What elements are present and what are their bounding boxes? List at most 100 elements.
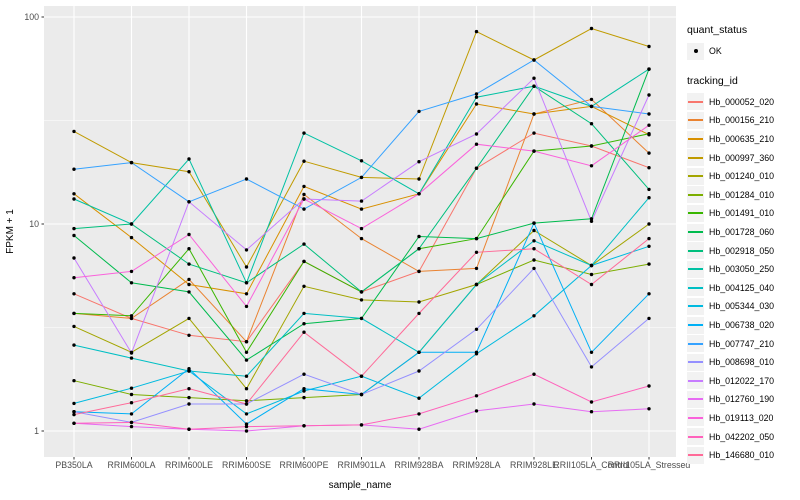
- data-point: [589, 217, 594, 221]
- data-point: [72, 226, 76, 231]
- data-point: [589, 263, 594, 268]
- data-point: [417, 311, 421, 316]
- legend-key-line-icon: [687, 316, 704, 334]
- x-tick-label: RRIM901LA: [338, 460, 386, 470]
- data-point: [647, 187, 651, 192]
- data-point: [474, 102, 479, 106]
- data-point: [589, 104, 594, 109]
- data-point: [359, 374, 364, 378]
- data-point: [244, 304, 249, 309]
- legend-item-Hb_007747_210: Hb_007747_210: [687, 334, 799, 353]
- legend-item-Hb_001284_010: Hb_001284_010: [687, 186, 799, 205]
- data-point: [589, 97, 594, 102]
- data-point: [589, 410, 594, 414]
- data-point: [359, 199, 364, 203]
- data-point: [532, 266, 536, 271]
- legend-item-Hb_000156_210: Hb_000156_210: [687, 111, 799, 130]
- legend-item-Hb_006738_020: Hb_006738_020: [687, 316, 799, 335]
- data-point: [474, 236, 479, 241]
- data-point: [302, 395, 306, 400]
- legend-item-Hb_000635_210: Hb_000635_210: [687, 130, 799, 149]
- series-color-line: [688, 342, 703, 345]
- data-point: [532, 372, 536, 376]
- data-point: [302, 322, 306, 326]
- series-color-line: [688, 268, 703, 271]
- legend-item-label: Hb_001491_010: [709, 208, 775, 219]
- legend-key-line-icon: [687, 372, 704, 390]
- series-color-line: [688, 324, 703, 327]
- legend-key-line-icon: [687, 335, 704, 353]
- data-point: [532, 239, 536, 243]
- data-point: [244, 177, 249, 181]
- data-point: [589, 400, 594, 404]
- data-point: [647, 67, 651, 71]
- data-point: [187, 200, 191, 204]
- data-point: [417, 369, 421, 373]
- data-point: [474, 282, 479, 287]
- data-point: [589, 219, 594, 223]
- data-point: [244, 412, 249, 416]
- data-point: [417, 300, 421, 304]
- data-point: [589, 164, 594, 168]
- legend-item-Hb_003050_250: Hb_003050_250: [687, 260, 799, 279]
- data-point: [417, 234, 421, 239]
- data-point: [589, 144, 594, 148]
- data-point: [359, 175, 364, 180]
- data-point: [72, 412, 76, 417]
- legend-key-line-icon: [687, 149, 704, 167]
- series-color-line: [688, 305, 703, 308]
- data-point: [72, 167, 76, 171]
- data-point: [647, 407, 651, 411]
- data-point: [647, 384, 651, 388]
- legend-item-label: Hb_005344_030: [709, 301, 775, 312]
- data-point: [129, 281, 134, 285]
- data-point: [474, 132, 479, 136]
- data-point: [72, 401, 76, 406]
- legend-item-label: Hb_001240_010: [709, 171, 775, 182]
- data-point: [244, 350, 249, 354]
- legend-key-line-icon: [687, 409, 704, 427]
- data-point: [72, 129, 76, 134]
- data-point: [129, 269, 134, 274]
- x-axis-title: sample_name: [329, 480, 392, 491]
- legend-title-quant-status: quant_status: [687, 24, 748, 36]
- data-point: [359, 316, 364, 321]
- x-tick-label: RRIM928LE: [510, 460, 558, 470]
- legend-item-label: Hb_004125_040: [709, 282, 775, 293]
- data-point: [359, 392, 364, 397]
- series-color-line: [688, 361, 703, 364]
- data-point: [129, 222, 134, 226]
- legend-key-line-icon: [687, 297, 704, 315]
- legend-item-Hb_042202_050: Hb_042202_050: [687, 427, 799, 446]
- legend-item-label: Hb_001728_060: [709, 227, 775, 238]
- legend-item-label: Hb_146680_010: [709, 450, 775, 461]
- legend-item-label: Hb_000997_360: [709, 152, 775, 163]
- data-point: [244, 402, 249, 406]
- data-point: [474, 29, 479, 34]
- data-point: [72, 256, 76, 260]
- x-tick-label: RRII105LA_Control: [553, 460, 629, 470]
- data-point: [647, 196, 651, 200]
- x-tick-label: RRIM600SE: [222, 460, 271, 470]
- x-tick-label: RRIM600LA: [108, 460, 156, 470]
- data-point: [302, 184, 306, 189]
- legend-key-line-icon: [687, 186, 704, 204]
- data-point: [244, 292, 249, 296]
- data-point: [72, 292, 76, 296]
- data-point: [647, 44, 651, 49]
- legend-key-line-icon: [687, 242, 704, 260]
- data-point: [359, 226, 364, 231]
- data-point: [589, 122, 594, 126]
- legend-item-Hb_000052_020: Hb_000052_020: [687, 93, 799, 112]
- data-point: [302, 207, 306, 211]
- data-point: [359, 290, 364, 294]
- data-point: [129, 412, 134, 416]
- legend-item-Hb_012022_170: Hb_012022_170: [687, 372, 799, 391]
- series-color-line: [688, 100, 703, 103]
- data-point: [129, 356, 134, 360]
- legend: quant_status OK tracking_id Hb_000052_02…: [687, 24, 799, 464]
- legend-item-Hb_005344_030: Hb_005344_030: [687, 297, 799, 316]
- data-point: [187, 316, 191, 321]
- data-point: [187, 170, 191, 174]
- data-point: [129, 420, 134, 425]
